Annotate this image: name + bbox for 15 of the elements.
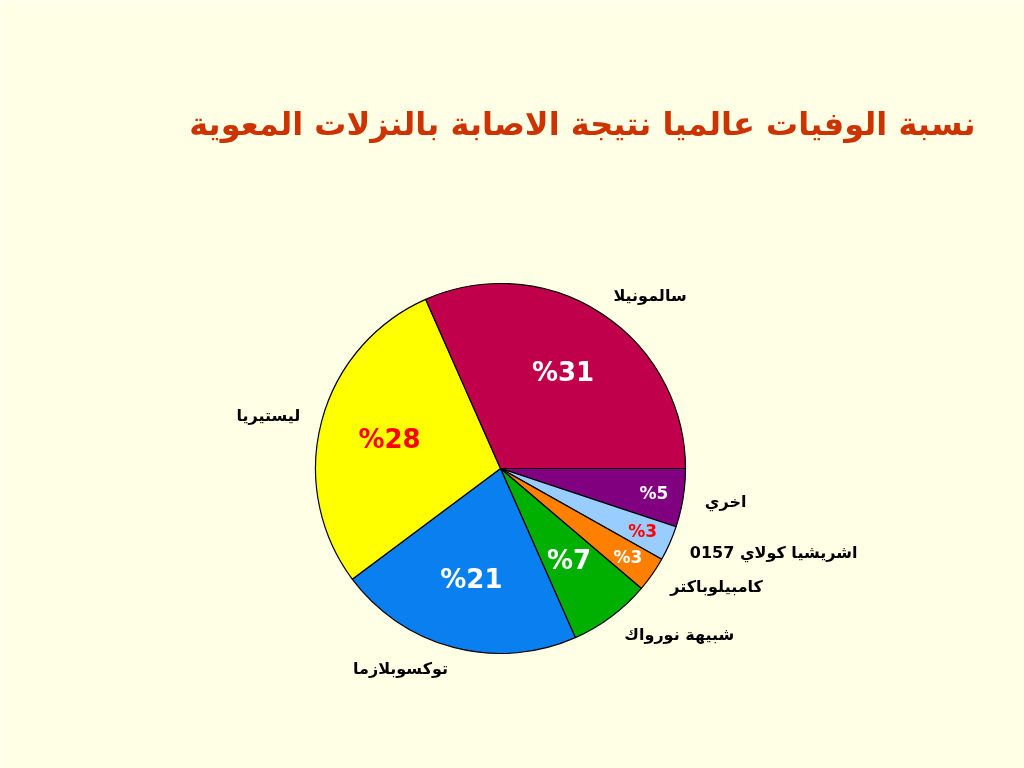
data-label: %3 — [613, 547, 643, 568]
slice-label: اشريشيا كولاي 0157 — [689, 542, 858, 563]
data-label: %31 — [531, 357, 595, 388]
slice-label: سالمونيلا — [613, 285, 687, 305]
data-label: %3 — [628, 521, 658, 542]
slice-label: اخري — [704, 492, 747, 513]
data-label: %21 — [440, 564, 503, 595]
slice-label: كامبيلوباكتر — [669, 577, 764, 597]
slice-label: شبيهة نورواك — [624, 624, 735, 644]
chart-title: نسبة الوفيات عالميا نتيجة الاصابة بالنزلات المعوية — [189, 104, 976, 143]
data-label: %7 — [547, 545, 592, 576]
slice-label: ليستيريا — [236, 406, 301, 426]
data-label: %5 — [639, 483, 669, 504]
data-label: %28 — [358, 424, 421, 455]
slice-label: توكسوبلازما — [353, 659, 448, 679]
